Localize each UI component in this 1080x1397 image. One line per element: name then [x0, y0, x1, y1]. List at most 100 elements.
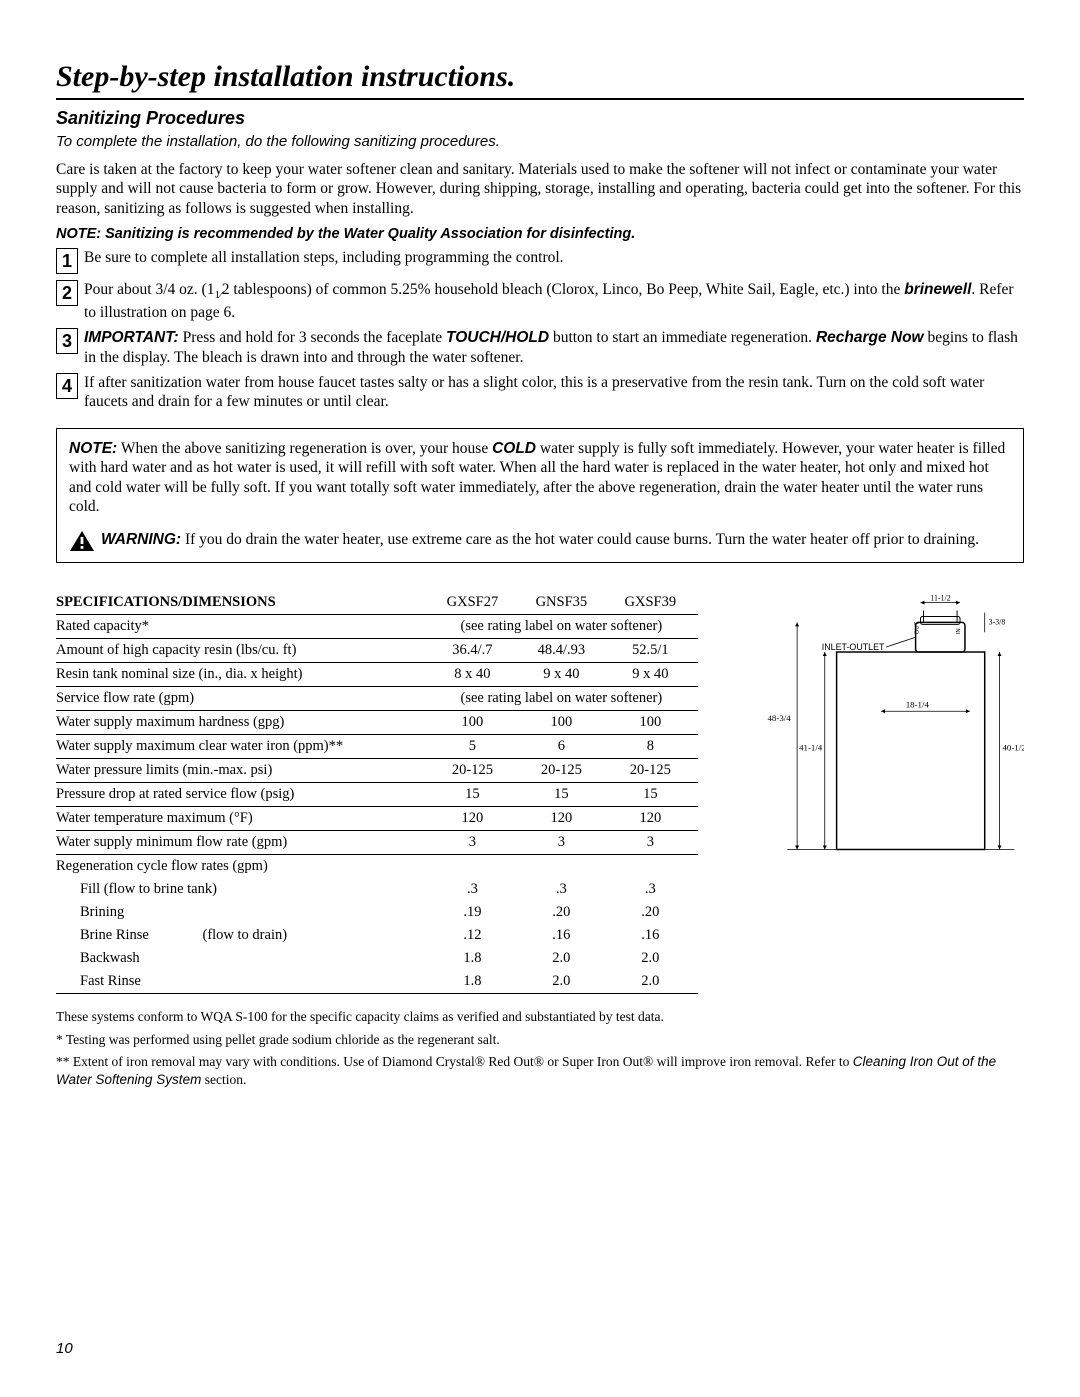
cell: 20-125	[431, 759, 520, 783]
col-header: GNSF35	[520, 591, 609, 615]
main-title: Step-by-step installation instructions.	[56, 60, 1024, 100]
cell: 2.0	[609, 947, 698, 970]
note-label: NOTE:	[69, 440, 117, 457]
touch-hold-term: TOUCH/HOLD	[446, 329, 549, 346]
cell: 3	[431, 831, 520, 855]
cell: 15	[431, 783, 520, 807]
table-row: Service flow rate (gpm) (see rating labe…	[56, 687, 698, 711]
table-row: Pressure drop at rated service flow (psi…	[56, 783, 698, 807]
step-2-text: Pour about 3/4 oz. (11⁄2 tablespoons) of…	[84, 280, 1024, 322]
warning-text: WARNING: If you do drain the water heate…	[101, 530, 979, 549]
row-label: Resin tank nominal size (in., dia. x hei…	[56, 663, 431, 687]
dim-41: 41-1/4	[799, 743, 823, 753]
warning-row: WARNING: If you do drain the water heate…	[69, 530, 1011, 552]
footnote-1: These systems conform to WQA S-100 for t…	[56, 1008, 1024, 1026]
row-label: Water pressure limits (min.-max. psi)	[56, 759, 431, 783]
row-label: Fast Rinse	[56, 970, 431, 994]
cell: 9 x 40	[520, 663, 609, 687]
warning-body: If you do drain the water heater, use ex…	[181, 531, 979, 548]
footnote-2: * Testing was performed using pellet gra…	[56, 1031, 1024, 1049]
cell: 20-125	[609, 759, 698, 783]
step-2: 2 Pour about 3/4 oz. (11⁄2 tablespoons) …	[56, 280, 1024, 322]
table-row: Brining .19 .20 .20	[56, 901, 698, 924]
dim-top: 11-1/2	[930, 594, 950, 603]
recharge-now-term: Recharge Now	[816, 329, 924, 346]
row-label: Water supply maximum clear water iron (p…	[56, 735, 431, 759]
table-row: Water temperature maximum (°F) 120 120 1…	[56, 807, 698, 831]
dimensions-diagram: INLET-OUTLET OUT IN 11-1/2 3-3/8 18-1/4 …	[728, 591, 1024, 871]
row-label: Amount of high capacity resin (lbs/cu. f…	[56, 639, 431, 663]
cold-term: COLD	[492, 440, 536, 457]
spec-heading: SPECIFICATIONS/DIMENSIONS	[56, 591, 431, 615]
table-header-row: SPECIFICATIONS/DIMENSIONS GXSF27 GNSF35 …	[56, 591, 698, 615]
footnotes: These systems conform to WQA S-100 for t…	[56, 1008, 1024, 1089]
cell: 120	[609, 807, 698, 831]
step-4: 4 If after sanitization water from house…	[56, 373, 1024, 412]
table-row: Water supply minimum flow rate (gpm) 3 3…	[56, 831, 698, 855]
table-row: Water supply maximum clear water iron (p…	[56, 735, 698, 759]
step-4-text: If after sanitization water from house f…	[84, 373, 1024, 412]
cell: 1.8	[431, 947, 520, 970]
cell: 9 x 40	[609, 663, 698, 687]
step-3-part-b: button to start an immediate regeneratio…	[549, 329, 816, 346]
row-label-combo: Brine Rinse (flow to drain)	[56, 924, 431, 947]
row-label: Fill (flow to brine tank)	[56, 878, 431, 901]
cell	[520, 855, 609, 879]
brinewell-term: brinewell	[904, 281, 971, 298]
specifications-table: SPECIFICATIONS/DIMENSIONS GXSF27 GNSF35 …	[56, 591, 698, 994]
footnote-3-a: ** Extent of iron removal may vary with …	[56, 1054, 853, 1069]
cell: 100	[520, 711, 609, 735]
cell: 1.8	[431, 970, 520, 994]
row-label: Water supply minimum flow rate (gpm)	[56, 831, 431, 855]
dim-40: 40-1/2	[1002, 743, 1024, 753]
cell: .16	[609, 924, 698, 947]
warning-icon	[69, 530, 95, 552]
note-box-paragraph: NOTE: When the above sanitizing regenera…	[69, 439, 1011, 517]
step-number-box: 2	[56, 280, 78, 306]
cell: 3	[609, 831, 698, 855]
cell: 8	[609, 735, 698, 759]
cell: 36.4/.7	[431, 639, 520, 663]
step-2-part-a: Pour about 3/4 oz. (1	[84, 281, 214, 298]
cell: .3	[609, 878, 698, 901]
row-label: Water temperature maximum (°F)	[56, 807, 431, 831]
fraction-small: 1⁄	[214, 289, 221, 301]
cell: 2.0	[609, 970, 698, 994]
specifications-section: SPECIFICATIONS/DIMENSIONS GXSF27 GNSF35 …	[56, 591, 1024, 994]
col-header: GXSF27	[431, 591, 520, 615]
inlet-outlet-label: INLET-OUTLET	[822, 642, 885, 652]
table-row: Fill (flow to brine tank) .3 .3 .3	[56, 878, 698, 901]
cell: 52.5/1	[609, 639, 698, 663]
table-row: Water supply maximum hardness (gpg) 100 …	[56, 711, 698, 735]
section-subtitle: Sanitizing Procedures	[56, 108, 1024, 129]
note-box: NOTE: When the above sanitizing regenera…	[56, 428, 1024, 564]
cell: 8 x 40	[431, 663, 520, 687]
page-number: 10	[56, 1340, 73, 1357]
table-row: Backwash 1.8 2.0 2.0	[56, 947, 698, 970]
table-row: Regeneration cycle flow rates (gpm)	[56, 855, 698, 879]
table-row: Rated capacity* (see rating label on wat…	[56, 615, 698, 639]
table-row: Water pressure limits (min.-max. psi) 20…	[56, 759, 698, 783]
cell: .12	[431, 924, 520, 947]
footnote-3: ** Extent of iron removal may vary with …	[56, 1053, 1024, 1089]
brine-rinse-label: Brine Rinse	[80, 927, 149, 943]
cell: .20	[609, 901, 698, 924]
row-label: Backwash	[56, 947, 431, 970]
row-label: Service flow rate (gpm)	[56, 687, 431, 711]
footnote-3-c: section.	[201, 1072, 246, 1087]
step-3-text: IMPORTANT: Press and hold for 3 seconds …	[84, 328, 1024, 367]
cell	[609, 855, 698, 879]
cell: 6	[520, 735, 609, 759]
cell: 15	[520, 783, 609, 807]
cell: .19	[431, 901, 520, 924]
row-span-note: (see rating label on water softener)	[431, 615, 698, 639]
intro-line: To complete the installation, do the fol…	[56, 133, 1024, 150]
cell: 20-125	[520, 759, 609, 783]
cell: 48.4/.93	[520, 639, 609, 663]
cell	[431, 855, 520, 879]
warning-label: WARNING:	[101, 531, 181, 548]
step-3-part-a: Press and hold for 3 seconds the facepla…	[179, 329, 446, 346]
row-label: Water supply maximum hardness (gpg)	[56, 711, 431, 735]
page: Step-by-step installation instructions. …	[0, 0, 1080, 1397]
flow-to-drain-label: (flow to drain)	[203, 927, 288, 943]
